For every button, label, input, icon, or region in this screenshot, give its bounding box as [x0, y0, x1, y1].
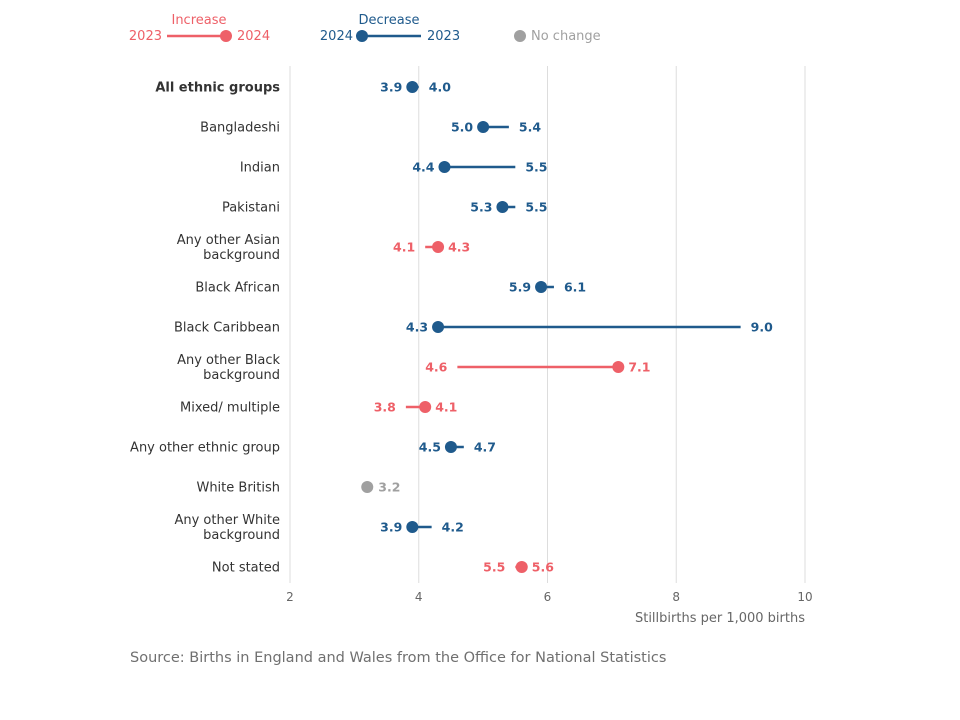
value-label-low: 4.5	[419, 440, 441, 455]
value-label-low: 5.5	[483, 560, 505, 575]
legend-decrease-title: Decrease	[359, 13, 420, 28]
category-label: Black Caribbean	[174, 321, 280, 336]
value-label: 3.2	[378, 480, 400, 495]
dumbbell-chart: 2 4 6 8 10 Stillbirths per 1,000 births All et…	[129, 13, 813, 626]
category-label: background	[203, 528, 280, 543]
x-tick-label: 6	[544, 590, 552, 604]
value-label-high: 5.5	[525, 160, 547, 175]
category-label: Any other ethnic group	[130, 441, 280, 456]
value-label-low: 5.9	[509, 280, 531, 295]
dot-2024	[406, 521, 419, 533]
value-label-low: 4.1	[393, 240, 415, 255]
value-label-high: 4.7	[474, 440, 496, 455]
dot-2024	[361, 481, 374, 493]
value-label-high: 4.2	[442, 520, 464, 535]
dot-2024	[406, 81, 419, 93]
dot-2024	[432, 321, 445, 333]
legend-decrease-to: 2023	[427, 29, 460, 44]
dot-2024	[612, 361, 625, 373]
category-label: background	[203, 248, 280, 263]
value-label-high: 5.5	[525, 200, 547, 215]
value-label-high: 6.1	[564, 280, 586, 295]
legend-increase-title: Increase	[171, 13, 226, 28]
category-label: White British	[196, 481, 280, 496]
dot-2024	[515, 561, 528, 573]
category-label: Any other Black	[177, 353, 280, 368]
value-label-low: 3.8	[374, 400, 396, 415]
dot-2024	[444, 441, 457, 453]
value-label-high: 5.4	[519, 120, 541, 135]
value-label-low: 4.6	[425, 360, 447, 375]
dot-2024	[477, 121, 490, 133]
value-label-low: 5.0	[451, 120, 473, 135]
dot-2024	[438, 161, 451, 173]
legend-increase-to: 2024	[237, 29, 270, 44]
value-label-high: 9.0	[751, 320, 773, 335]
x-tick-label: 4	[415, 590, 423, 604]
category-label: Not stated	[212, 561, 280, 576]
x-tick-label: 10	[797, 590, 812, 604]
dot-2024	[419, 401, 432, 413]
value-label-high: 4.1	[435, 400, 457, 415]
category-label: background	[203, 368, 280, 383]
value-label-high: 4.0	[429, 80, 451, 95]
category-label: Any other White	[174, 513, 280, 528]
category-label: Bangladeshi	[200, 121, 280, 136]
dot-2024	[535, 281, 548, 293]
category-label: All ethnic groups	[155, 81, 280, 96]
value-label-low: 4.3	[406, 320, 428, 335]
category-label: Any other Asian	[177, 233, 280, 248]
value-label-low: 4.4	[412, 160, 434, 175]
dot-2024	[496, 201, 509, 213]
x-tick-label: 2	[286, 590, 294, 604]
legend-decrease-from: 2024	[320, 29, 353, 44]
legend-nochange-label: No change	[531, 29, 601, 44]
category-label: Indian	[240, 161, 280, 176]
legend-increase-from: 2023	[129, 29, 162, 44]
x-axis-title: Stillbirths per 1,000 births	[635, 611, 805, 626]
legend-nochange-dot	[514, 30, 526, 42]
value-label-low: 3.9	[380, 520, 402, 535]
category-label: Mixed/ multiple	[180, 401, 280, 416]
category-label: Black African	[195, 281, 280, 296]
value-label-low: 5.3	[470, 200, 492, 215]
source-note: Source: Births in England and Wales from…	[130, 650, 667, 666]
legend-increase-dot	[220, 30, 232, 42]
value-label-high: 7.1	[628, 360, 650, 375]
legend-decrease-dot	[356, 30, 368, 42]
value-label-low: 3.9	[380, 80, 402, 95]
category-label: Pakistani	[222, 201, 280, 216]
dot-2024	[432, 241, 445, 253]
value-label-high: 5.6	[532, 560, 554, 575]
x-tick-label: 8	[672, 590, 680, 604]
value-label-high: 4.3	[448, 240, 470, 255]
